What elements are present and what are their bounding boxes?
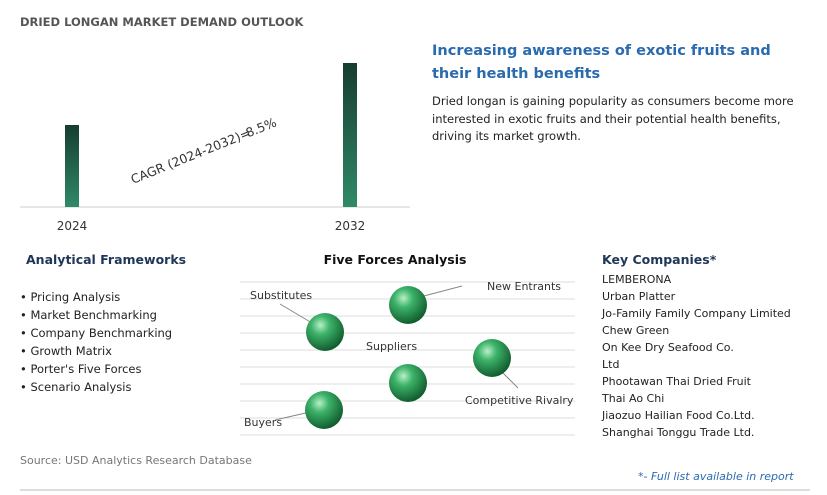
company-item-text: Ltd — [602, 358, 620, 371]
company-item: LEMBERONA — [602, 271, 791, 288]
bar — [343, 63, 357, 207]
company-item: Thai Ao Chi — [602, 390, 791, 407]
framework-item-text: Pricing Analysis — [30, 290, 121, 304]
company-item-text: Jo-Family Family Company Limited — [602, 307, 791, 320]
framework-item-text: Growth Matrix — [30, 344, 112, 358]
bullet: • — [20, 290, 31, 304]
spheres — [305, 286, 511, 429]
framework-item-text: Company Benchmarking — [30, 326, 173, 340]
highlight-title: Increasing awareness of exotic fruits an… — [432, 43, 771, 82]
company-item: Chew Green — [602, 322, 791, 339]
x-tick-label: 2032 — [335, 219, 366, 233]
framework-item: • Company Benchmarking — [20, 324, 172, 342]
company-item: Phootawan Thai Dried Fruit — [602, 373, 791, 390]
companies-title: Key Companies* — [602, 252, 717, 267]
cagr-annotation: CAGR (2024-2032)= 8.5% — [129, 114, 279, 186]
framework-item-text: Market Benchmarking — [30, 308, 157, 322]
company-item: Urban Platter — [602, 288, 791, 305]
framework-item-text: Porter's Five Forces — [30, 362, 142, 376]
company-item-text: Urban Platter — [602, 290, 676, 303]
framework-item: • Growth Matrix — [20, 342, 172, 360]
company-item: Ltd — [602, 356, 791, 373]
force-label: Competitive Rivalry — [465, 394, 574, 407]
five-forces-title: Five Forces Analysis — [323, 252, 467, 267]
bullet: • — [20, 326, 31, 340]
company-item: Jo-Family Family Company Limited — [602, 305, 791, 322]
page-title: DRIED LONGAN MARKET DEMAND OUTLOOK — [20, 15, 304, 29]
footnote: *- Full list available in report — [638, 470, 794, 483]
framework-item-text: Scenario Analysis — [30, 380, 132, 394]
company-item-text: On Kee Dry Seafood Co. — [602, 341, 734, 354]
force-label: Substitutes — [250, 289, 312, 302]
company-item-text: Shanghai Tonggu Trade Ltd. — [602, 426, 755, 439]
x-tick-label: 2024 — [57, 219, 88, 233]
framework-item: • Scenario Analysis — [20, 378, 172, 396]
company-item-text: LEMBERONA — [602, 273, 672, 286]
cagr-value: 8.5% — [243, 114, 278, 140]
bullet: • — [20, 362, 31, 376]
bullet: • — [20, 308, 31, 322]
company-item-text: Jiaozuo Hailian Food Co.Ltd. — [602, 409, 755, 422]
bullet: • — [20, 380, 31, 394]
companies-list: LEMBERONA Urban Platter Jo-Family Family C… — [602, 271, 791, 441]
force-label: Buyers — [244, 416, 282, 429]
connectors — [274, 285, 519, 421]
company-item-text: Phootawan Thai Dried Fruit — [602, 375, 751, 388]
company-item: Jiaozuo Hailian Food Co.Ltd. — [602, 407, 791, 424]
company-item-text: Thai Ao Chi — [602, 392, 665, 405]
cagr-label: CAGR (2024-2032)= — [129, 125, 253, 187]
company-item: On Kee Dry Seafood Co. — [602, 339, 791, 356]
frameworks-list: • Pricing Analysis • Market Benchmarking •… — [20, 288, 172, 396]
frameworks-title: Analytical Frameworks — [26, 252, 187, 267]
framework-item: • Market Benchmarking — [20, 306, 172, 324]
company-item-text: Chew Green — [602, 324, 670, 337]
framework-item: • Porter's Five Forces — [20, 360, 172, 378]
framework-item: • Pricing Analysis — [20, 288, 172, 306]
force-label: New Entrants — [487, 280, 561, 293]
bullet: • — [20, 344, 31, 358]
highlight-text: Dried longan is gaining popularity as co… — [432, 94, 794, 143]
company-item: Shanghai Tonggu Trade Ltd. — [602, 424, 791, 441]
source: Source: USD Analytics Research Database — [20, 454, 252, 467]
force-label: Suppliers — [366, 340, 417, 353]
bar — [65, 125, 79, 207]
